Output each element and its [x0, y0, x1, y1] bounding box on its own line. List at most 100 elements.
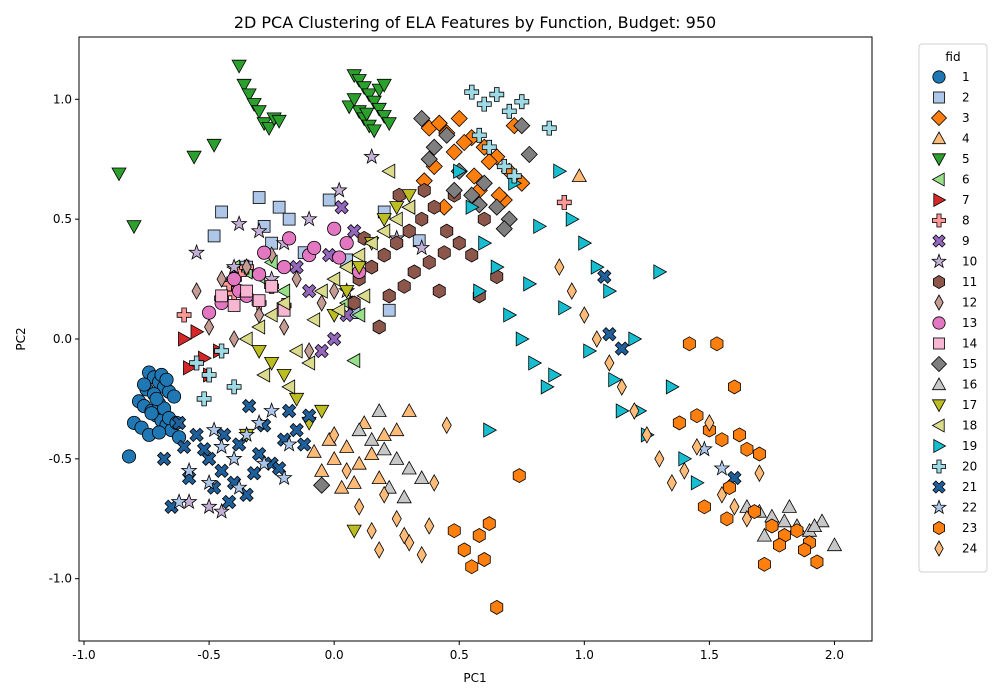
x-tick-label: 2.0: [825, 648, 844, 662]
y-axis-ticks: -1.0 -0.5 0.0 0.5 1.0: [49, 92, 79, 586]
point-fid-22: [213, 438, 231, 455]
point-fid-21: [302, 408, 317, 423]
point-fid-24: [416, 545, 427, 564]
point-fid-24: [374, 541, 385, 559]
point-fid-21: [281, 403, 297, 419]
y-tick-label: 0.0: [53, 332, 72, 346]
legend-marker: [931, 418, 945, 433]
legend-label: 5: [962, 152, 970, 166]
point-fid-11: [402, 223, 416, 239]
point-fid-6: [351, 307, 366, 323]
point-fid-24: [354, 497, 365, 516]
point-fid-21: [171, 415, 187, 431]
point-fid-21: [602, 327, 617, 342]
point-fid-4: [314, 462, 330, 477]
legend-marker: [931, 253, 947, 269]
point-fid-8: [176, 307, 192, 323]
point-fid-22: [263, 402, 281, 419]
point-fid-19: [473, 283, 488, 299]
point-fid-4: [326, 450, 342, 465]
legend-label: 8: [962, 214, 970, 228]
point-fid-19: [558, 300, 573, 316]
point-fid-11: [490, 269, 504, 285]
point-fid-5: [236, 78, 252, 93]
point-fid-24: [754, 464, 765, 483]
point-fid-12: [229, 330, 240, 348]
chart-title: 2D PCA Clustering of ELA Features by Fun…: [234, 13, 716, 32]
point-fid-18: [301, 355, 316, 371]
legend-marker: [934, 540, 944, 557]
point-fid-1: [159, 372, 174, 387]
point-fid-12: [279, 318, 290, 336]
legend-marker: [934, 294, 944, 311]
point-fid-22: [713, 459, 731, 476]
series-22: [170, 402, 731, 510]
point-fid-2: [382, 303, 396, 317]
point-fid-5: [359, 107, 375, 122]
legend-item-9: 9: [932, 234, 970, 248]
point-fid-20: [226, 379, 242, 395]
point-fid-24: [741, 509, 752, 528]
point-fid-20: [496, 158, 512, 174]
point-fid-24: [666, 473, 677, 492]
series-1: [121, 365, 187, 464]
point-fid-19: [678, 451, 693, 467]
point-fid-11: [417, 182, 431, 198]
point-fid-9: [314, 343, 329, 359]
point-fid-23: [690, 408, 704, 424]
point-fid-21: [176, 439, 192, 454]
x-axis-label: PC1: [463, 671, 486, 685]
point-fid-18: [381, 163, 396, 179]
point-fid-18: [388, 211, 403, 227]
point-fid-5: [126, 220, 142, 235]
point-fid-7: [190, 324, 205, 340]
point-fid-5: [376, 110, 392, 124]
point-fid-11: [377, 247, 391, 263]
point-fid-1: [144, 406, 159, 421]
point-fid-12: [316, 294, 327, 312]
point-fid-24: [329, 425, 340, 444]
point-fid-13: [257, 245, 272, 260]
point-fid-19: [553, 163, 568, 179]
point-fid-22: [205, 421, 223, 438]
legend-marker: [933, 192, 947, 208]
legend-item-22: 22: [931, 499, 977, 515]
point-fid-16: [414, 470, 430, 485]
point-fid-21: [246, 466, 262, 481]
point-fid-19: [603, 283, 618, 299]
point-fid-13: [327, 221, 342, 236]
point-fid-22: [280, 435, 298, 452]
point-fid-18: [256, 367, 271, 383]
x-tick-label: 0.0: [325, 648, 344, 662]
point-fid-10: [330, 181, 348, 198]
point-fid-19: [533, 218, 548, 234]
point-fid-21: [297, 437, 312, 452]
legend-label: 23: [962, 521, 977, 535]
point-fid-16: [376, 441, 392, 456]
legend-marker: [933, 438, 947, 454]
point-fid-21: [156, 451, 172, 466]
point-fid-4: [376, 427, 392, 441]
legend-label: 19: [962, 439, 977, 453]
point-fid-23: [722, 480, 736, 496]
point-fid-16: [826, 537, 843, 552]
point-fid-22: [200, 473, 218, 490]
point-fid-23: [477, 552, 491, 567]
point-fid-5: [361, 88, 377, 103]
point-fid-23: [758, 556, 771, 572]
legend-label: 22: [962, 501, 977, 515]
point-fid-16: [351, 422, 367, 437]
legend-marker: [932, 480, 946, 494]
point-fid-16: [776, 513, 793, 528]
point-fid-20: [506, 168, 522, 184]
point-fid-23: [740, 441, 754, 457]
point-fid-18: [401, 199, 416, 215]
point-fid-23: [753, 446, 766, 462]
legend-marker: [931, 377, 947, 391]
point-fid-9: [289, 259, 304, 275]
point-fid-11: [397, 278, 411, 294]
point-fid-18: [276, 295, 291, 311]
point-fid-3: [480, 153, 498, 171]
legend-item-23: 23: [933, 521, 977, 535]
